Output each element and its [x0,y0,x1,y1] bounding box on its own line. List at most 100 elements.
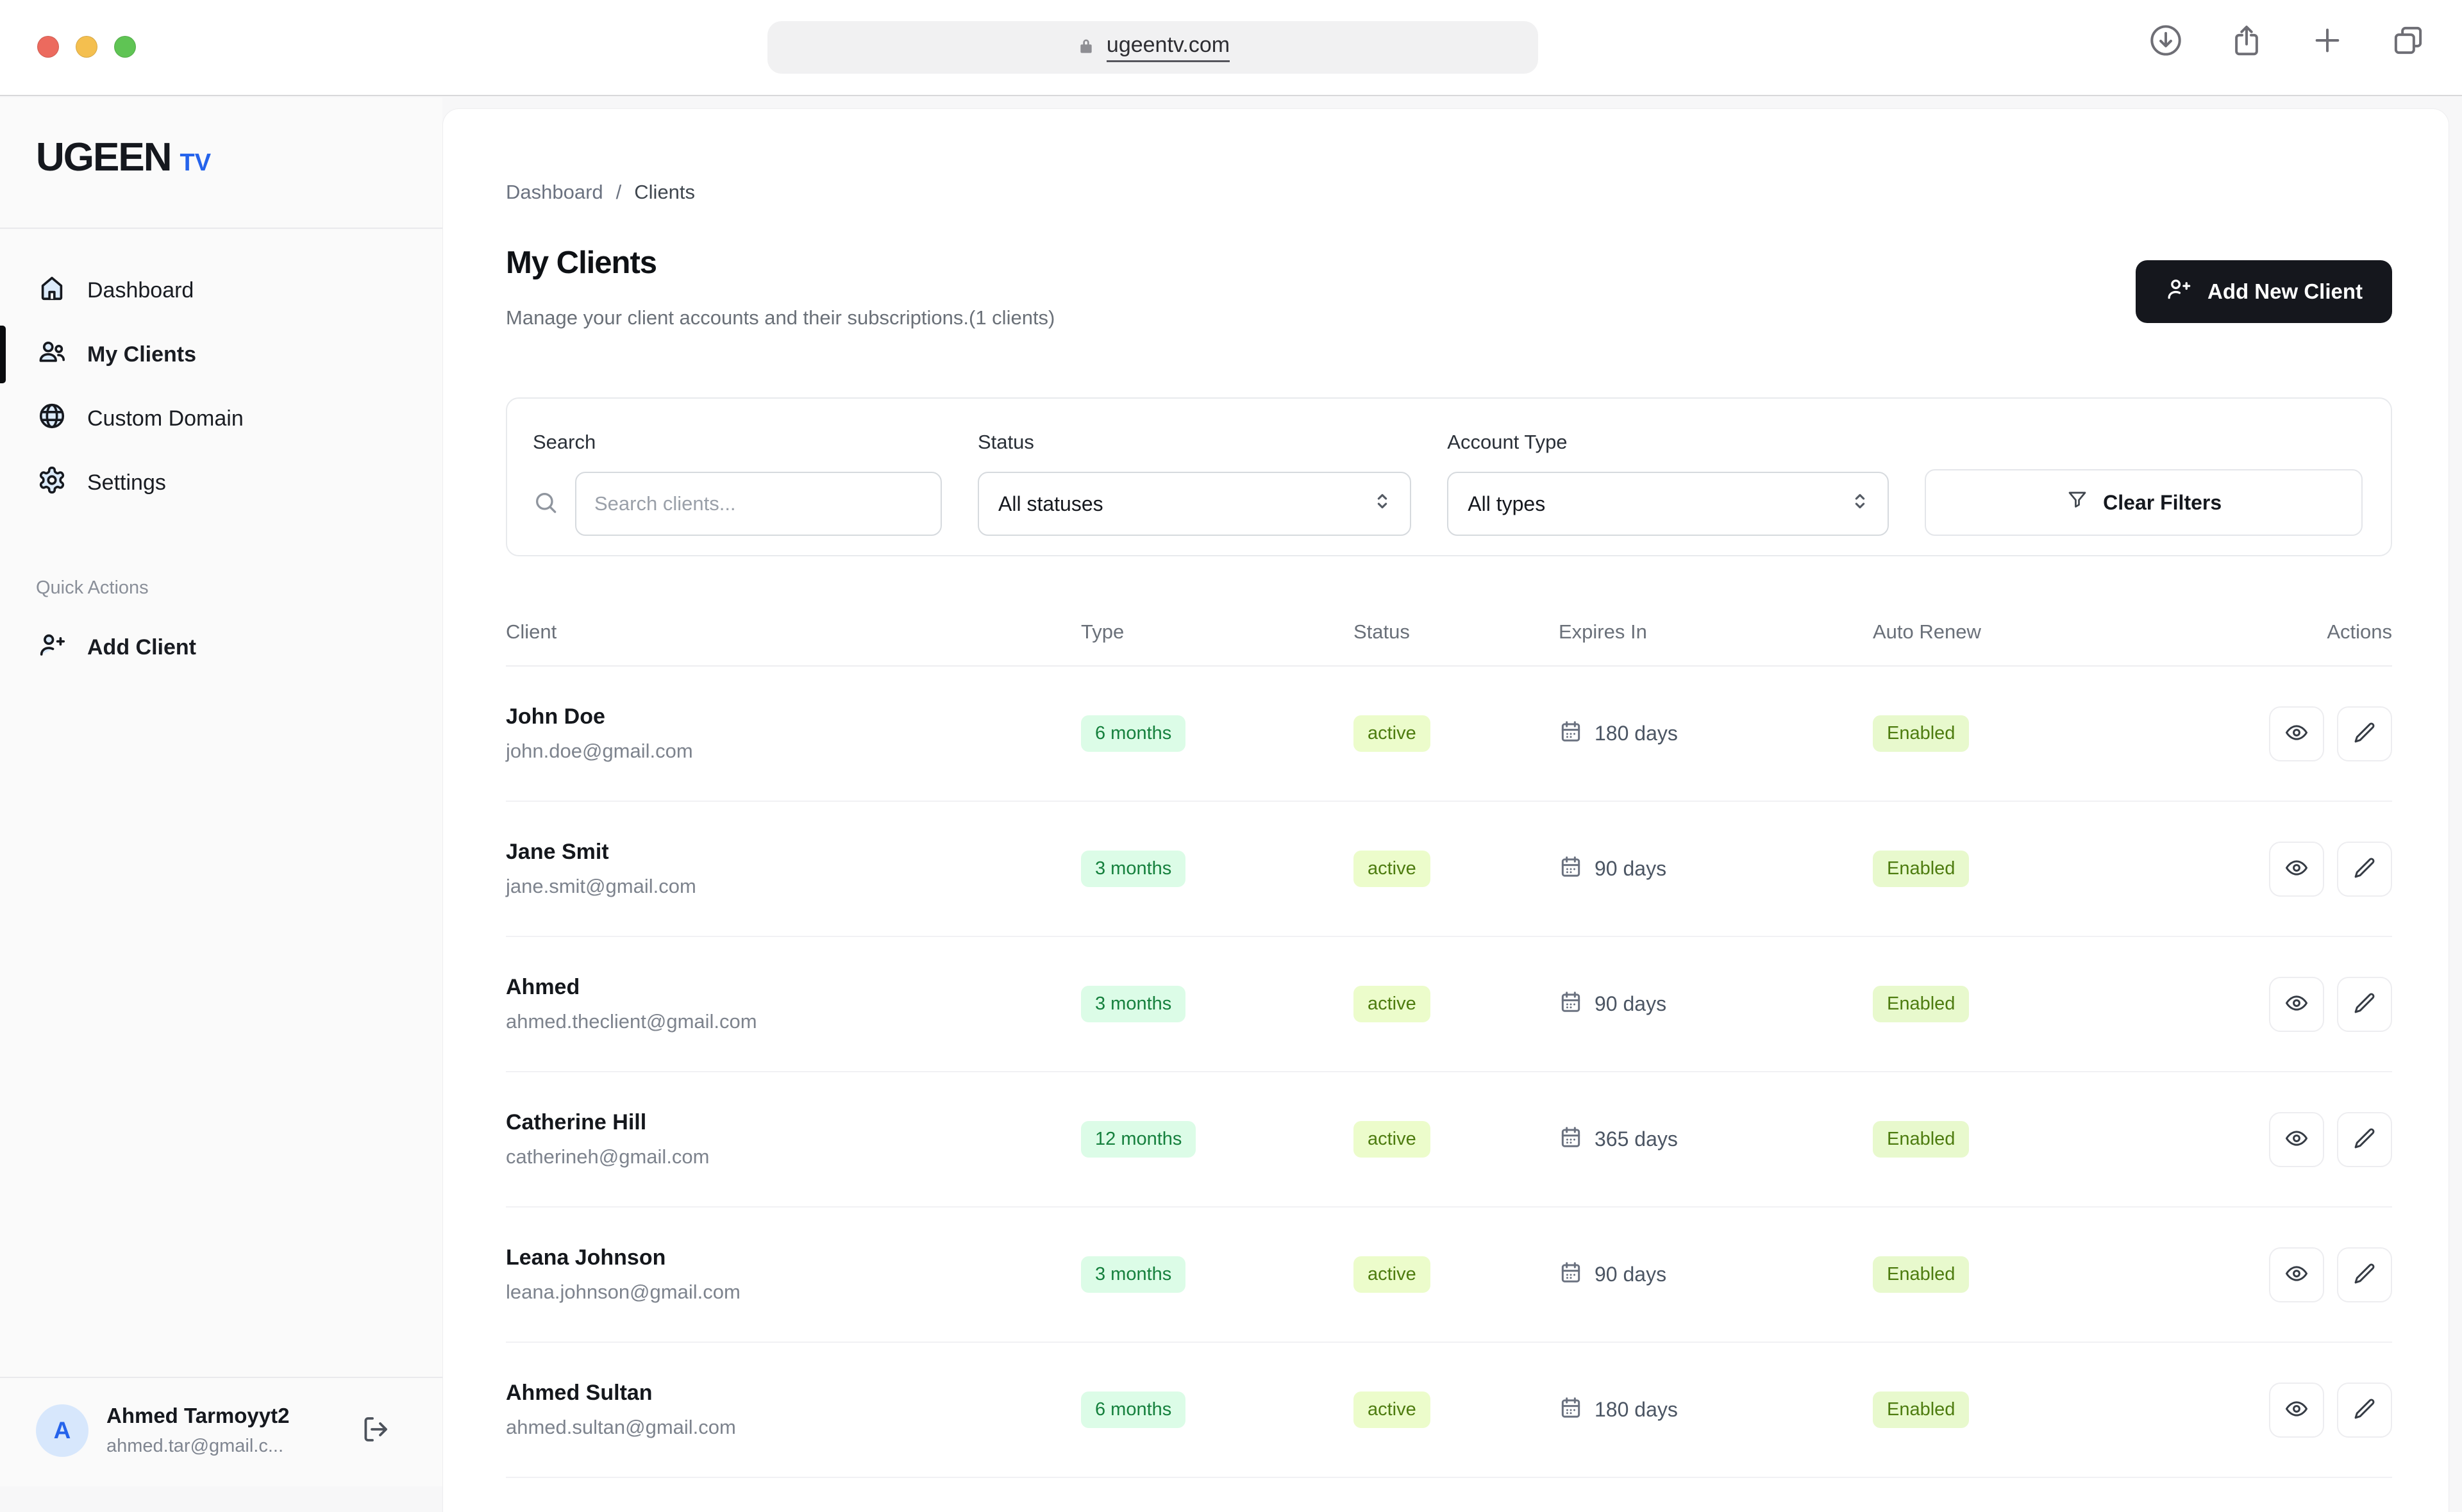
downloads-button[interactable] [2147,22,2185,60]
auto-renew-badge: Enabled [1873,1121,1969,1158]
edit-client-button[interactable] [2337,842,2392,897]
calendar-icon [1559,719,1583,749]
actions-cell [2263,842,2392,897]
clear-filters-button[interactable]: Clear Filters [1925,469,2363,536]
breadcrumb-dashboard[interactable]: Dashboard [506,181,603,204]
funnel-icon [2066,488,2089,517]
lock-icon [1076,36,1096,60]
column-header-client: Client [506,620,1081,644]
view-client-button[interactable] [2269,1112,2324,1167]
zoom-window-button[interactable] [114,36,136,58]
pencil-icon [2352,720,2377,747]
view-client-button[interactable] [2269,842,2324,897]
close-window-button[interactable] [37,36,59,58]
user-section: A Ahmed Tarmoyyt2 ahmed.tar@gmail.c... [0,1377,442,1486]
type-cell: 6 months [1081,1392,1353,1428]
minimize-window-button[interactable] [76,36,97,58]
new-tab-icon [2309,22,2345,60]
eye-icon [2284,1261,2309,1288]
pencil-icon [2352,1397,2377,1423]
search-label: Search [533,431,942,454]
client-cell: Ahmed Sultan ahmed.sultan@gmail.com [506,1381,1081,1439]
pencil-icon [2352,1261,2377,1288]
account-type-select[interactable]: All types [1447,472,1889,536]
client-email: catherineh@gmail.com [506,1145,1081,1168]
view-client-button[interactable] [2269,1383,2324,1438]
view-client-button[interactable] [2269,706,2324,761]
share-icon [2229,22,2265,60]
type-badge: 3 months [1081,1256,1185,1293]
eye-icon [2284,856,2309,882]
auto-renew-cell: Enabled [1873,1256,2263,1293]
edit-client-button[interactable] [2337,706,2392,761]
new-tab-button[interactable] [2308,22,2347,60]
client-cell: John Doe john.doe@gmail.com [506,704,1081,763]
expires-value: 90 days [1595,1263,1666,1286]
status-filter: Status All statuses [978,431,1411,536]
address-bar[interactable]: ugeentv.com [767,21,1538,74]
quick-actions-label: Quick Actions [36,577,442,599]
sidebar-add-client[interactable]: Add Client [0,615,442,679]
status-cell: active [1353,715,1559,752]
auto-renew-cell: Enabled [1873,851,2263,887]
sidebar-item-label: Dashboard [87,278,194,303]
pencil-icon [2352,856,2377,882]
user-email: ahmed.tar@gmail.c... [106,1436,342,1457]
edit-client-button[interactable] [2337,1247,2392,1302]
view-client-button[interactable] [2269,1247,2324,1302]
page-subtitle: Manage your client accounts and their su… [506,306,1055,329]
page-header-text: My Clients Manage your client accounts a… [506,245,1055,329]
status-badge: active [1353,1256,1430,1293]
client-name: Jane Smit [506,840,1081,865]
share-button[interactable] [2227,22,2266,60]
view-client-button[interactable] [2269,977,2324,1032]
tabs-overview-icon [2390,22,2426,60]
status-label: Status [978,431,1411,454]
sidebar-item-dashboard[interactable]: Dashboard [0,258,442,322]
client-cell: Ahmed ahmed.theclient@gmail.com [506,975,1081,1033]
users-icon [37,337,67,372]
auto-renew-badge: Enabled [1873,1392,1969,1428]
main-content: Dashboard / Clients My Clients Manage yo… [442,108,2449,1512]
client-name: Leana Johnson [506,1245,1081,1270]
eye-icon [2284,720,2309,747]
page-title: My Clients [506,245,1055,281]
calendar-icon [1559,990,1583,1019]
actions-cell [2263,1112,2392,1167]
expires-value: 90 days [1595,857,1666,881]
logout-button[interactable] [360,1414,391,1447]
edit-client-button[interactable] [2337,977,2392,1032]
auto-renew-cell: Enabled [1873,1121,2263,1158]
client-name: Ahmed Sultan [506,1381,1081,1406]
status-select[interactable]: All statuses [978,472,1411,536]
sidebar-item-custom-domain[interactable]: Custom Domain [0,386,442,451]
edit-client-button[interactable] [2337,1112,2392,1167]
status-badge: active [1353,851,1430,887]
client-name: Ahmed [506,975,1081,1000]
table-row: Ahmed Sultan ahmed.sultan@gmail.com 6 mo… [506,1343,2392,1478]
search-input[interactable] [575,472,942,536]
add-new-client-label: Add New Client [2207,279,2363,304]
add-new-client-button[interactable]: Add New Client [2136,260,2392,323]
expires-cell: 365 days [1559,1125,1873,1154]
home-icon [37,273,67,308]
toolbar-icons [2147,22,2427,60]
actions-cell [2263,977,2392,1032]
window-controls [37,36,136,58]
expires-cell: 90 days [1559,1260,1873,1290]
sidebar-item-my-clients[interactable]: My Clients [0,322,442,386]
sidebar-item-settings[interactable]: Settings [0,451,442,515]
sidebar-item-label: My Clients [87,342,196,367]
calendar-icon [1559,1260,1583,1290]
table-row: Leana Johnson leana.johnson@gmail.com 3 … [506,1208,2392,1343]
edit-client-button[interactable] [2337,1383,2392,1438]
eye-icon [2284,1397,2309,1423]
auto-renew-cell: Enabled [1873,1392,2263,1428]
table-row: Catherine Hill catherineh@gmail.com 12 m… [506,1072,2392,1208]
client-email: john.doe@gmail.com [506,740,1081,763]
client-email: leana.johnson@gmail.com [506,1281,1081,1304]
actions-cell [2263,1247,2392,1302]
tab-overview-button[interactable] [2389,22,2427,60]
auto-renew-cell: Enabled [1873,715,2263,752]
